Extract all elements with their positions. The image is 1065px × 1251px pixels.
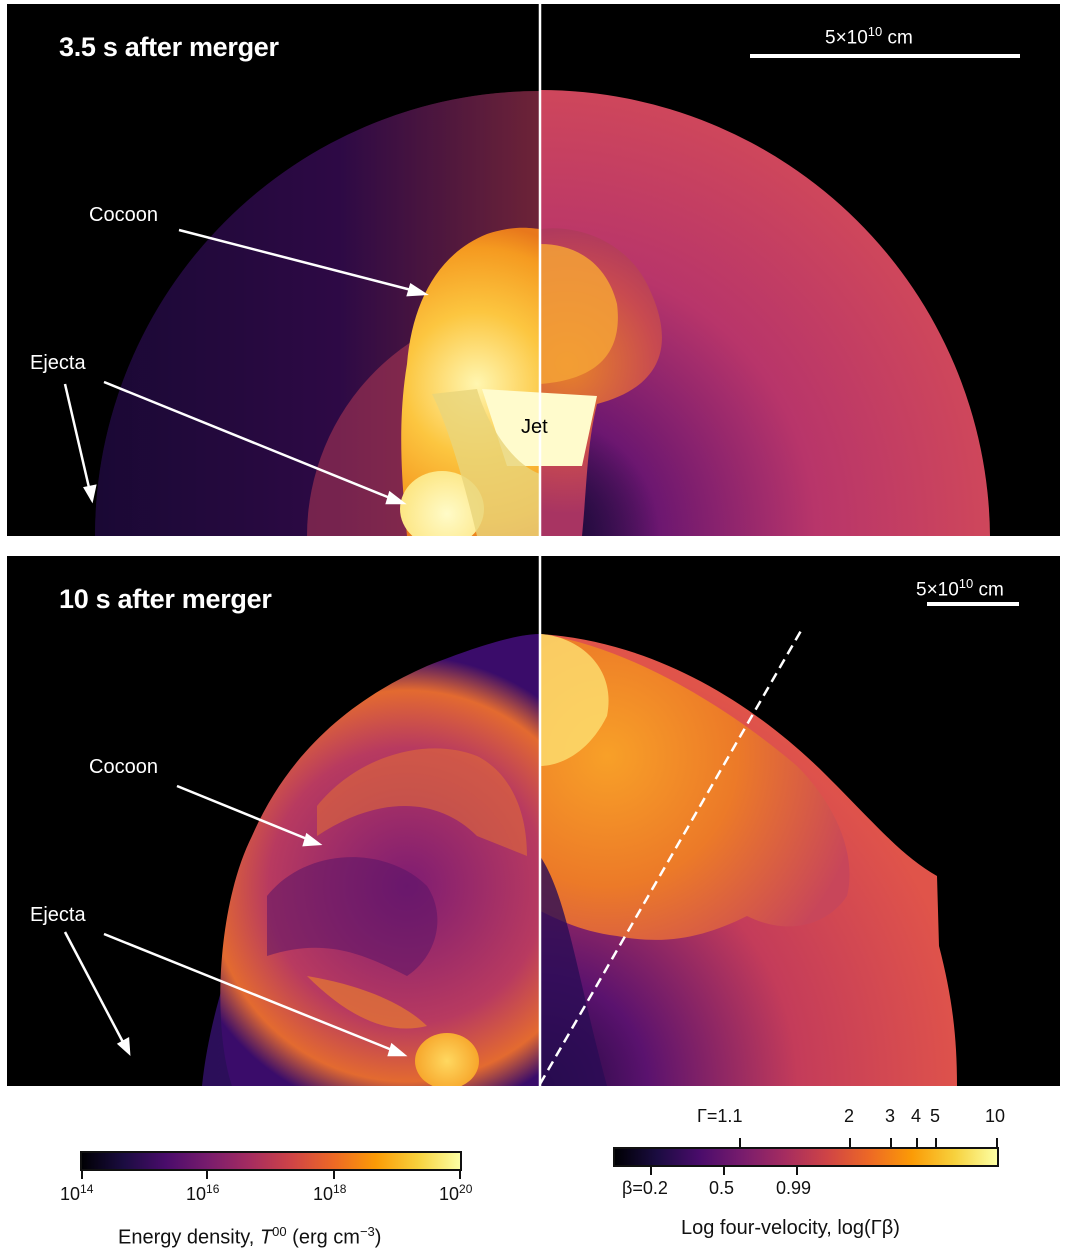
gamma-tick	[849, 1138, 851, 1147]
ejecta-arrow-left	[63, 931, 131, 1057]
gamma-tick-label: 2	[844, 1106, 855, 1126]
cocoon-label: Cocoon	[89, 756, 158, 778]
ejecta-label: Ejecta	[30, 352, 86, 374]
energy-colorbar	[80, 1151, 462, 1171]
gamma-tick	[890, 1138, 892, 1147]
energy-tick	[459, 1171, 461, 1179]
scale-bar-label: 5×1010 cm	[916, 576, 1004, 601]
gamma-tick-label: 10	[985, 1106, 1006, 1126]
beta-tick-label: 0.5	[709, 1178, 735, 1198]
beta-tick	[723, 1167, 725, 1175]
cocoon-arrow	[178, 228, 429, 297]
ejecta-label: Ejecta	[30, 904, 86, 926]
energy-tick	[81, 1171, 83, 1179]
cocoon-label: Cocoon	[89, 204, 158, 226]
simulation-panel-top: 3.5 s after merger Cocoon Ejecta Jet 5×1…	[7, 4, 1060, 536]
energy-tick-label: 1014	[60, 1182, 94, 1204]
gamma-tick	[739, 1138, 741, 1147]
ejecta-arrow-left	[63, 383, 97, 504]
velocity-colorbar-title: Log four-velocity, log(Γβ)	[681, 1217, 900, 1239]
simulation-panel-bottom: 10 s after merger Cocoon Ejecta 5×1010 c…	[7, 556, 1060, 1086]
ejecta-arrow-right	[103, 380, 407, 505]
viewing-angle-line	[538, 628, 804, 1085]
panel-title: 10 s after merger	[59, 584, 272, 614]
energy-tick	[333, 1171, 335, 1179]
velocity-colorbar	[613, 1147, 999, 1167]
beta-tick-label: 0.99	[776, 1178, 812, 1198]
gamma-tick	[935, 1138, 937, 1147]
beta-tick	[650, 1167, 652, 1175]
energy-tick-label: 1020	[439, 1182, 473, 1204]
energy-tick-label: 1016	[186, 1182, 220, 1204]
gamma-tick-label: 3	[885, 1106, 896, 1126]
overlay-bottom	[63, 556, 1019, 1086]
beta-tick	[796, 1167, 798, 1175]
energy-tick	[206, 1171, 208, 1179]
jet-label: Jet	[521, 416, 548, 438]
cocoon-arrow	[176, 784, 323, 847]
gamma-tick	[996, 1138, 998, 1147]
energy-tick-label: 1018	[313, 1182, 347, 1204]
ejecta-arrow-right	[103, 932, 408, 1057]
scale-bar-label: 5×1010 cm	[825, 24, 913, 49]
beta-tick-label: β=0.2	[622, 1178, 668, 1198]
panel-title: 3.5 s after merger	[59, 32, 279, 62]
energy-colorbar-title: Energy density, T00 (erg cm−3)	[118, 1224, 382, 1249]
overlay-top	[63, 4, 1020, 536]
gamma-tick-label: 5	[930, 1106, 941, 1126]
gamma-tick-label: Γ=1.1	[697, 1106, 743, 1126]
gamma-tick	[916, 1138, 918, 1147]
simulation-image-bottom	[202, 634, 957, 1086]
gamma-tick-label: 4	[911, 1106, 922, 1126]
